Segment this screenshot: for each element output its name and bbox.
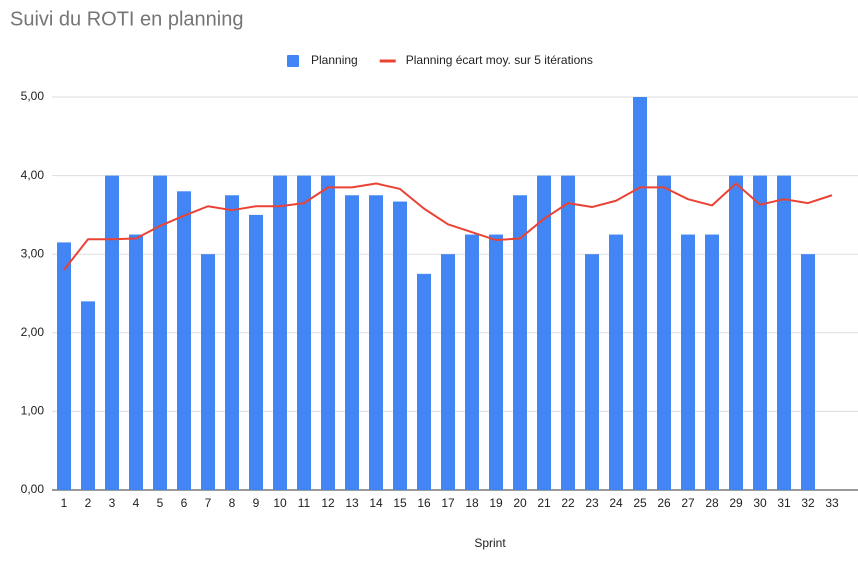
x-tick-label: 22 xyxy=(561,496,575,510)
x-tick-label: 6 xyxy=(181,496,188,510)
x-tick-label: 27 xyxy=(681,496,695,510)
x-tick-label: 20 xyxy=(513,496,527,510)
bar xyxy=(177,191,191,490)
bar xyxy=(657,175,671,490)
x-tick-label: 8 xyxy=(229,496,236,510)
y-tick-label: 3,00 xyxy=(21,246,45,260)
bar xyxy=(249,214,263,490)
x-tick-label: 15 xyxy=(393,496,407,510)
legend-label: Planning écart moy. sur 5 itérations xyxy=(406,53,593,67)
bar xyxy=(153,175,167,490)
x-tick-label: 4 xyxy=(133,496,140,510)
x-tick-label: 13 xyxy=(345,496,359,510)
x-tick-label: 14 xyxy=(369,496,383,510)
x-tick-label: 12 xyxy=(321,496,335,510)
x-tick-label: 10 xyxy=(273,496,287,510)
x-tick-label: 3 xyxy=(109,496,116,510)
x-tick-label: 25 xyxy=(633,496,647,510)
bar xyxy=(57,242,71,490)
bar xyxy=(417,273,431,490)
bar xyxy=(129,234,143,490)
bar xyxy=(465,234,479,490)
bar xyxy=(273,175,287,490)
bar xyxy=(297,175,311,490)
bar xyxy=(681,234,695,490)
x-tick-label: 7 xyxy=(205,496,212,510)
x-tick-label: 28 xyxy=(705,496,719,510)
x-tick-label: 30 xyxy=(753,496,767,510)
x-tick-label: 18 xyxy=(465,496,479,510)
bar xyxy=(225,195,239,490)
bar xyxy=(753,175,767,490)
bar xyxy=(513,195,527,490)
x-tick-label: 11 xyxy=(298,496,311,510)
y-tick-label: 2,00 xyxy=(21,325,45,339)
x-tick-label: 17 xyxy=(441,496,455,510)
bar xyxy=(105,175,119,490)
x-axis-label: Sprint xyxy=(474,536,506,550)
bar xyxy=(201,254,215,490)
line xyxy=(63,182,833,271)
x-tick-label: 5 xyxy=(157,496,164,510)
y-tick-label: 5,00 xyxy=(21,89,45,103)
x-tick-label: 1 xyxy=(61,496,68,510)
x-tick-label: 16 xyxy=(417,496,431,510)
bar xyxy=(561,175,575,490)
bar xyxy=(777,175,791,490)
x-tick-label: 24 xyxy=(609,496,623,510)
bar xyxy=(81,301,95,490)
bar xyxy=(609,234,623,490)
bar xyxy=(705,234,719,490)
legend-swatch xyxy=(287,55,299,67)
bar xyxy=(585,254,599,490)
y-tick-label: 0,00 xyxy=(21,482,45,496)
x-tick-label: 26 xyxy=(657,496,671,510)
x-tick-label: 29 xyxy=(729,496,743,510)
bar xyxy=(441,254,455,490)
x-tick-label: 31 xyxy=(777,496,791,510)
bar xyxy=(393,201,407,490)
x-tick-label: 33 xyxy=(825,496,839,510)
bar xyxy=(537,175,551,490)
legend-label: Planning xyxy=(311,53,358,67)
chart-title: Suivi du ROTI en planning xyxy=(10,8,243,30)
x-tick-label: 19 xyxy=(489,496,503,510)
bar xyxy=(345,195,359,490)
x-tick-label: 9 xyxy=(253,496,260,510)
bar xyxy=(369,195,383,490)
bar xyxy=(633,97,647,490)
bar xyxy=(321,175,335,490)
x-tick-label: 32 xyxy=(801,496,815,510)
bar xyxy=(801,254,815,490)
x-tick-label: 23 xyxy=(585,496,599,510)
y-tick-label: 4,00 xyxy=(21,168,45,182)
bar xyxy=(729,175,743,490)
x-tick-label: 21 xyxy=(537,496,551,510)
x-tick-label: 2 xyxy=(85,496,92,510)
y-tick-label: 1,00 xyxy=(21,404,45,418)
bar xyxy=(489,234,503,490)
